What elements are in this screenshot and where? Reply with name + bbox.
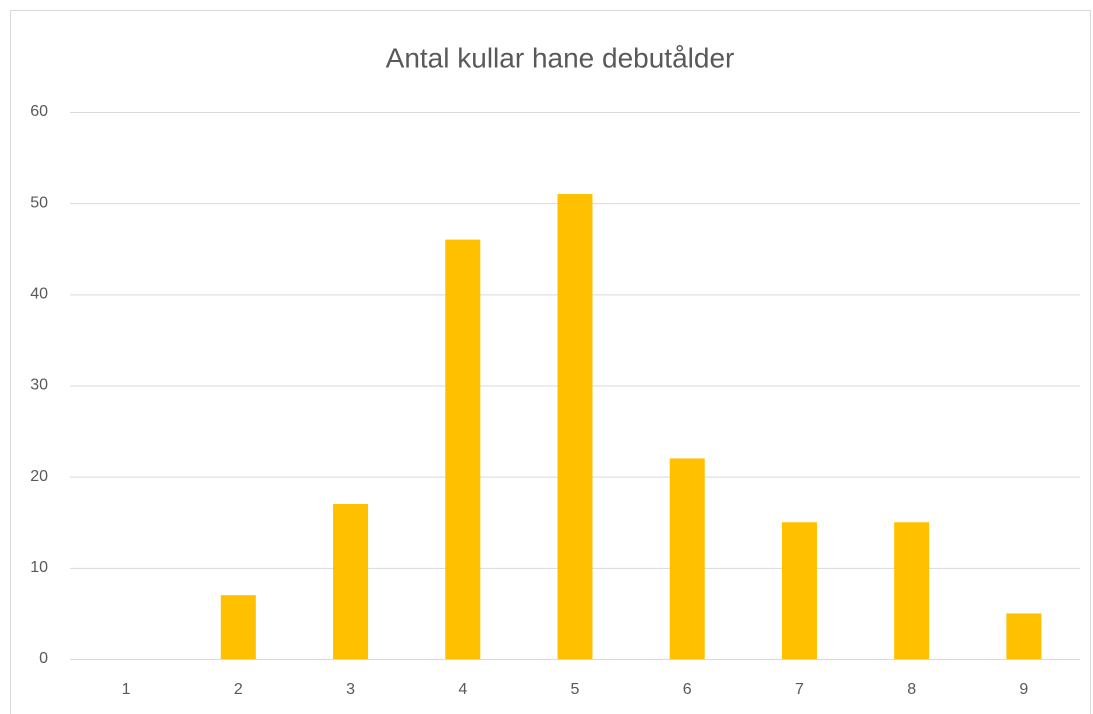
bar xyxy=(669,458,705,659)
x-tick-label: 1 xyxy=(122,681,131,698)
x-tick-label: 8 xyxy=(907,681,916,698)
y-tick-label: 50 xyxy=(30,194,48,211)
x-tick-label: 5 xyxy=(571,681,580,698)
y-tick-label: 60 xyxy=(30,103,48,120)
chart-title: Antal kullar hane debutålder xyxy=(386,42,735,73)
x-tick-label: 9 xyxy=(1019,681,1028,698)
x-tick-label: 4 xyxy=(458,681,467,698)
x-tick-label: 7 xyxy=(795,681,804,698)
y-tick-label: 10 xyxy=(30,559,48,576)
x-tick-label: 6 xyxy=(683,681,692,698)
bar xyxy=(781,522,817,659)
x-tick-label: 2 xyxy=(234,681,243,698)
y-tick-label: 20 xyxy=(30,468,48,485)
x-tick-label: 3 xyxy=(346,681,355,698)
y-tick-label: 0 xyxy=(39,650,48,667)
bar xyxy=(894,522,930,659)
bar xyxy=(1006,613,1042,659)
bar xyxy=(557,194,593,660)
bar xyxy=(220,595,256,659)
y-tick-label: 30 xyxy=(30,377,48,394)
bar xyxy=(333,504,369,659)
bar xyxy=(445,239,481,659)
y-tick-label: 40 xyxy=(30,286,48,303)
